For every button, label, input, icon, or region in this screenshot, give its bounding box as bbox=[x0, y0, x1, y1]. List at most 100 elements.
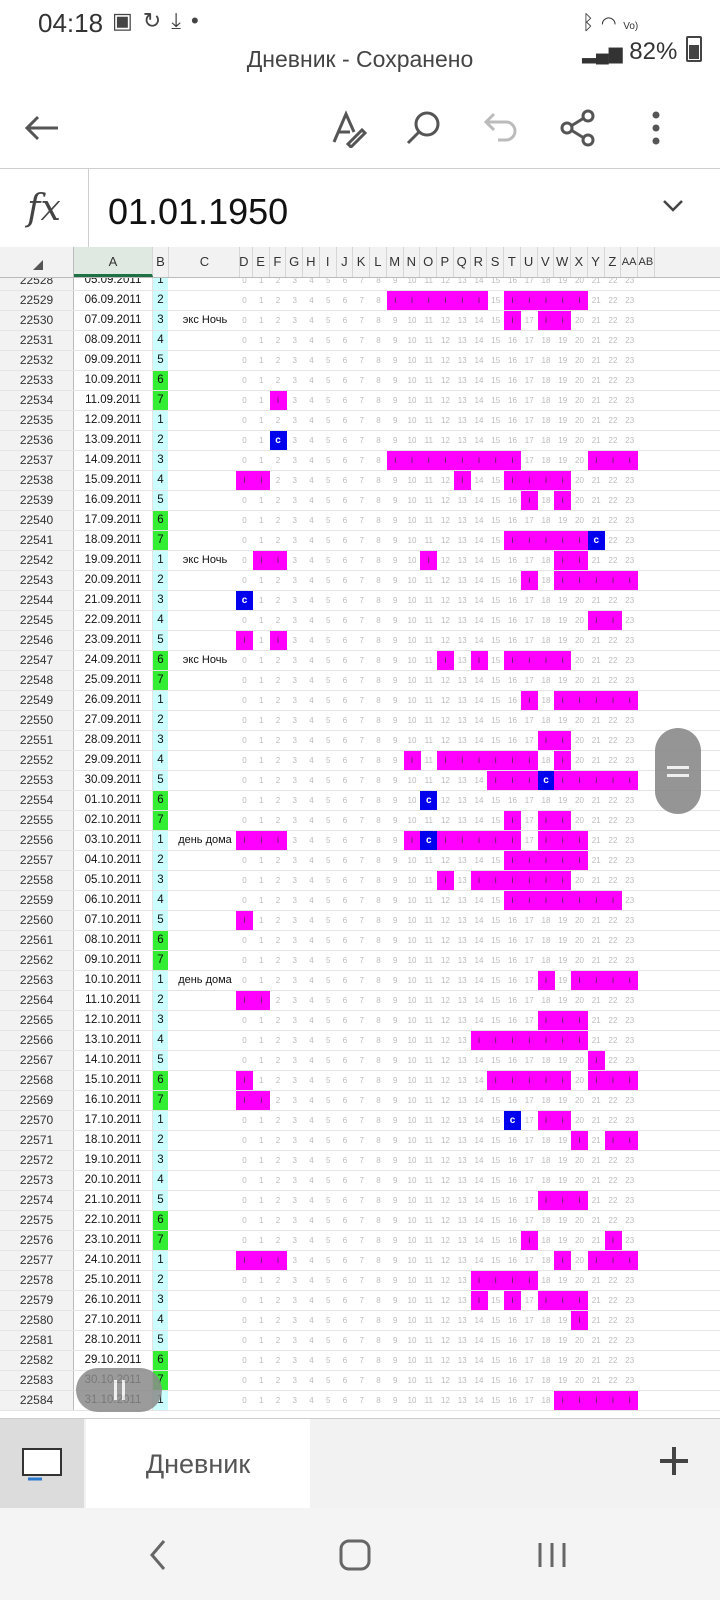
cell-hour-0[interactable]: 0 bbox=[242, 1036, 247, 1045]
cell-hour-4[interactable]: 4 bbox=[309, 896, 314, 905]
cell-hour-1[interactable]: 1 bbox=[259, 696, 264, 705]
cell-date[interactable]: 22.10.2011 bbox=[74, 1211, 153, 1230]
cell-hour-18[interactable]: 18 bbox=[541, 1276, 551, 1285]
cell-hour-2[interactable]: i bbox=[269, 1251, 287, 1270]
cell-hour-5[interactable]: 5 bbox=[326, 796, 331, 805]
cell-hour-0[interactable]: i bbox=[236, 991, 253, 1010]
cell-hour-5[interactable]: 5 bbox=[326, 1216, 331, 1225]
cell-hour-20[interactable]: 20 bbox=[575, 456, 584, 465]
cell-date[interactable]: 11.09.2011 bbox=[74, 391, 153, 410]
cell-hour-3[interactable]: 3 bbox=[292, 956, 297, 965]
cell-hour-8[interactable]: 8 bbox=[376, 1296, 381, 1305]
cell-hour-20[interactable]: 20 bbox=[575, 676, 584, 685]
cell-hour-7[interactable]: 7 bbox=[359, 278, 364, 285]
cell-hour-8[interactable]: 8 bbox=[376, 278, 381, 285]
cell-hour-11[interactable]: 11 bbox=[424, 1336, 433, 1345]
cell-hour-6[interactable]: 6 bbox=[342, 376, 348, 385]
cell-hour-7[interactable]: 7 bbox=[359, 576, 364, 585]
cell-hour-0[interactable]: 0 bbox=[242, 1376, 247, 1385]
cell-hour-0[interactable]: 0 bbox=[242, 396, 247, 405]
cell-date[interactable]: 26.09.2011 bbox=[74, 691, 153, 710]
cell-hour-6[interactable]: 6 bbox=[342, 536, 348, 545]
cell-day-of-week[interactable]: 4 bbox=[153, 331, 168, 350]
cell-hour-23[interactable]: 23 bbox=[625, 476, 635, 485]
row-number[interactable]: 22572 bbox=[0, 1151, 74, 1170]
cell-hour-8[interactable]: 8 bbox=[376, 1096, 381, 1105]
cell-hour-10[interactable]: 10 bbox=[407, 696, 417, 705]
cell-day-of-week[interactable]: 7 bbox=[153, 951, 168, 970]
cell-hour-19[interactable]: 19 bbox=[558, 278, 568, 285]
cell-hour-11[interactable]: 11 bbox=[424, 656, 433, 665]
cell-hour-13[interactable]: 13 bbox=[457, 1196, 467, 1205]
cell-hour-10[interactable]: 10 bbox=[407, 916, 417, 925]
cell-hour-14[interactable]: 14 bbox=[474, 956, 484, 965]
cell-day-of-week[interactable]: 7 bbox=[153, 391, 168, 410]
cell-hour-0[interactable]: 0 bbox=[242, 856, 247, 865]
cell-hour-18[interactable]: 18 bbox=[541, 278, 551, 285]
cell-hour-20[interactable]: i bbox=[571, 571, 588, 590]
cell-date[interactable]: 26.10.2011 bbox=[74, 1291, 153, 1310]
undo-button[interactable] bbox=[470, 98, 530, 158]
cell-hour-8[interactable]: 8 bbox=[376, 596, 381, 605]
cell-hour-20[interactable]: i bbox=[571, 1291, 588, 1310]
cell-hour-4[interactable]: 4 bbox=[309, 1376, 314, 1385]
cell-hour-0[interactable]: 0 bbox=[242, 356, 247, 365]
cell-hour-16[interactable]: 16 bbox=[508, 396, 517, 405]
cell-hour-10[interactable]: 10 bbox=[407, 1236, 417, 1245]
cell-hour-3[interactable]: 3 bbox=[292, 1356, 297, 1365]
cell-day-of-week[interactable]: 4 bbox=[153, 1171, 168, 1190]
cell-hour-9[interactable]: 9 bbox=[393, 336, 398, 345]
cell-day-of-week[interactable]: 2 bbox=[153, 431, 168, 450]
cell-hour-11[interactable]: 11 bbox=[424, 1236, 433, 1245]
draw-button[interactable] bbox=[318, 98, 378, 158]
cell-hour-21[interactable]: 21 bbox=[591, 1136, 601, 1145]
cell-date[interactable]: 20.09.2011 bbox=[74, 571, 153, 590]
cell-hour-11[interactable]: 11 bbox=[424, 376, 433, 385]
cell-hour-8[interactable]: 8 bbox=[376, 376, 381, 385]
cell-hour-13[interactable]: 13 bbox=[457, 356, 467, 365]
cell-hour-18[interactable]: i bbox=[537, 311, 555, 330]
cell-hour-0[interactable]: 0 bbox=[242, 616, 247, 625]
cell-hour-22[interactable]: i bbox=[604, 1251, 622, 1270]
cell-hour-8[interactable]: 8 bbox=[376, 436, 381, 445]
cell-hour-2[interactable]: 2 bbox=[275, 596, 281, 605]
cell-hour-5[interactable]: 5 bbox=[326, 1396, 331, 1405]
cell-date[interactable]: 15.09.2011 bbox=[74, 471, 153, 490]
row-number[interactable]: 22577 bbox=[0, 1251, 74, 1270]
cell-hour-3[interactable]: 3 bbox=[292, 456, 297, 465]
cell-hour-23[interactable]: 23 bbox=[625, 1336, 635, 1345]
cell-hour-15[interactable]: 15 bbox=[491, 696, 501, 705]
cell-hour-9[interactable]: 9 bbox=[393, 816, 398, 825]
cell-hour-4[interactable]: 4 bbox=[309, 856, 314, 865]
cell-hour-4[interactable]: 4 bbox=[309, 1036, 314, 1045]
cell-hour-5[interactable]: 5 bbox=[326, 1156, 331, 1165]
cell-hour-17[interactable]: 17 bbox=[524, 976, 534, 985]
cell-hour-2[interactable]: 2 bbox=[275, 716, 281, 725]
cell-hour-14[interactable]: 14 bbox=[474, 576, 484, 585]
cell-hour-21[interactable]: i bbox=[587, 1251, 605, 1270]
cell-hour-5[interactable]: 5 bbox=[326, 336, 331, 345]
cell-note[interactable] bbox=[170, 791, 240, 810]
cell-hour-12[interactable]: 12 bbox=[441, 496, 450, 505]
cell-hour-12[interactable]: 12 bbox=[441, 376, 450, 385]
cell-note[interactable] bbox=[170, 1011, 240, 1030]
cell-hour-9[interactable]: i bbox=[386, 291, 404, 310]
cell-hour-14[interactable]: 14 bbox=[474, 736, 484, 745]
cell-hour-6[interactable]: 6 bbox=[342, 916, 348, 925]
cell-hour-21[interactable]: 21 bbox=[591, 1116, 601, 1125]
row-number[interactable]: 22570 bbox=[0, 1111, 74, 1130]
cell-hour-14[interactable]: 14 bbox=[474, 1316, 484, 1325]
cell-hour-11[interactable]: 11 bbox=[424, 476, 433, 485]
cell-day-of-week[interactable]: 5 bbox=[153, 351, 168, 370]
cell-note[interactable] bbox=[170, 1111, 240, 1130]
cell-hour-4[interactable]: 4 bbox=[309, 716, 314, 725]
cell-hour-15[interactable]: i bbox=[487, 1271, 505, 1290]
cell-hour-16[interactable]: i bbox=[504, 1291, 521, 1310]
cell-hour-0[interactable]: 0 bbox=[242, 896, 247, 905]
cell-hour-2[interactable]: i bbox=[269, 631, 287, 650]
cell-hour-23[interactable]: 23 bbox=[625, 516, 635, 525]
cell-hour-16[interactable]: 16 bbox=[508, 1176, 517, 1185]
cell-hour-23[interactable]: 23 bbox=[625, 836, 635, 845]
cell-hour-12[interactable]: 12 bbox=[441, 1076, 450, 1085]
cell-hour-10[interactable]: 10 bbox=[407, 316, 417, 325]
